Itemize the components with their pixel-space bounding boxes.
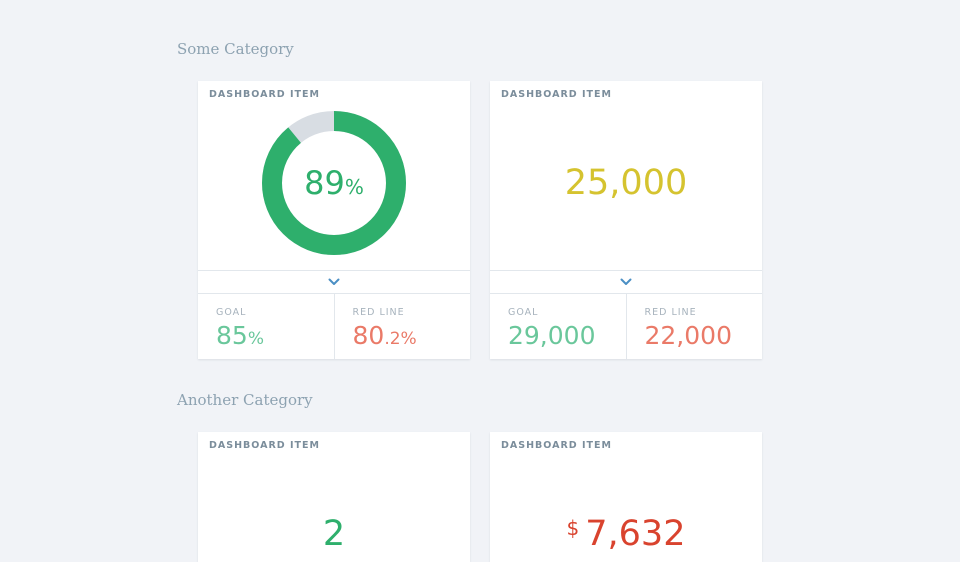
currency-amount: 7,632 bbox=[585, 514, 686, 554]
donut-value: 89 bbox=[304, 164, 345, 202]
card-label: DASHBOARD ITEM bbox=[209, 440, 320, 451]
chevron-down-icon bbox=[620, 278, 632, 285]
category-title-another-category: Another Category bbox=[177, 391, 313, 409]
chevron-down-icon bbox=[328, 278, 340, 285]
category-title-some-category: Some Category bbox=[177, 40, 294, 58]
red-line-stat: RED LINE 22,000 bbox=[625, 293, 763, 359]
goal-value: 29,000 bbox=[508, 321, 596, 350]
currency-symbol: $ bbox=[566, 516, 580, 540]
card-main-value: 2 bbox=[322, 514, 346, 554]
card-label: DASHBOARD ITEM bbox=[501, 440, 612, 451]
red-line-label: RED LINE bbox=[644, 307, 697, 318]
donut-progress bbox=[262, 111, 406, 255]
red-line-stat: RED LINE 80.2% bbox=[333, 293, 471, 359]
donut-unit: % bbox=[344, 175, 364, 199]
card-label: DASHBOARD ITEM bbox=[501, 89, 612, 100]
donut-chart: 89 % bbox=[262, 111, 406, 255]
card-stats: GOAL 85% RED LINE 80.2% bbox=[198, 293, 470, 359]
goal-stat: GOAL 85% bbox=[198, 293, 334, 359]
card-main-value: $7,632 bbox=[490, 514, 762, 554]
card-stats: GOAL 29,000 RED LINE 22,000 bbox=[490, 293, 762, 359]
dashboard-card-currency: DASHBOARD ITEM $7,632 bbox=[490, 432, 762, 562]
goal-label: GOAL bbox=[216, 307, 247, 318]
red-line-label: RED LINE bbox=[352, 307, 405, 318]
dashboard-card-percentage: DASHBOARD ITEM 89 % GOAL 85% RED LINE 80… bbox=[198, 81, 470, 359]
goal-label: GOAL bbox=[508, 307, 539, 318]
goal-stat: GOAL 29,000 bbox=[490, 293, 626, 359]
red-line-value: 22,000 bbox=[644, 321, 732, 350]
card-main-value: 25,000 bbox=[564, 163, 688, 203]
expand-details-button[interactable] bbox=[490, 270, 762, 294]
card-label: DASHBOARD ITEM bbox=[209, 89, 320, 100]
dashboard-card-count: DASHBOARD ITEM 25,000 GOAL 29,000 RED LI… bbox=[490, 81, 762, 359]
dashboard-card-small-count: DASHBOARD ITEM 2 bbox=[198, 432, 470, 562]
expand-details-button[interactable] bbox=[198, 270, 470, 294]
red-line-value: 80.2% bbox=[352, 321, 417, 350]
goal-value: 85% bbox=[216, 321, 264, 350]
donut-label: 89 % bbox=[262, 111, 406, 255]
